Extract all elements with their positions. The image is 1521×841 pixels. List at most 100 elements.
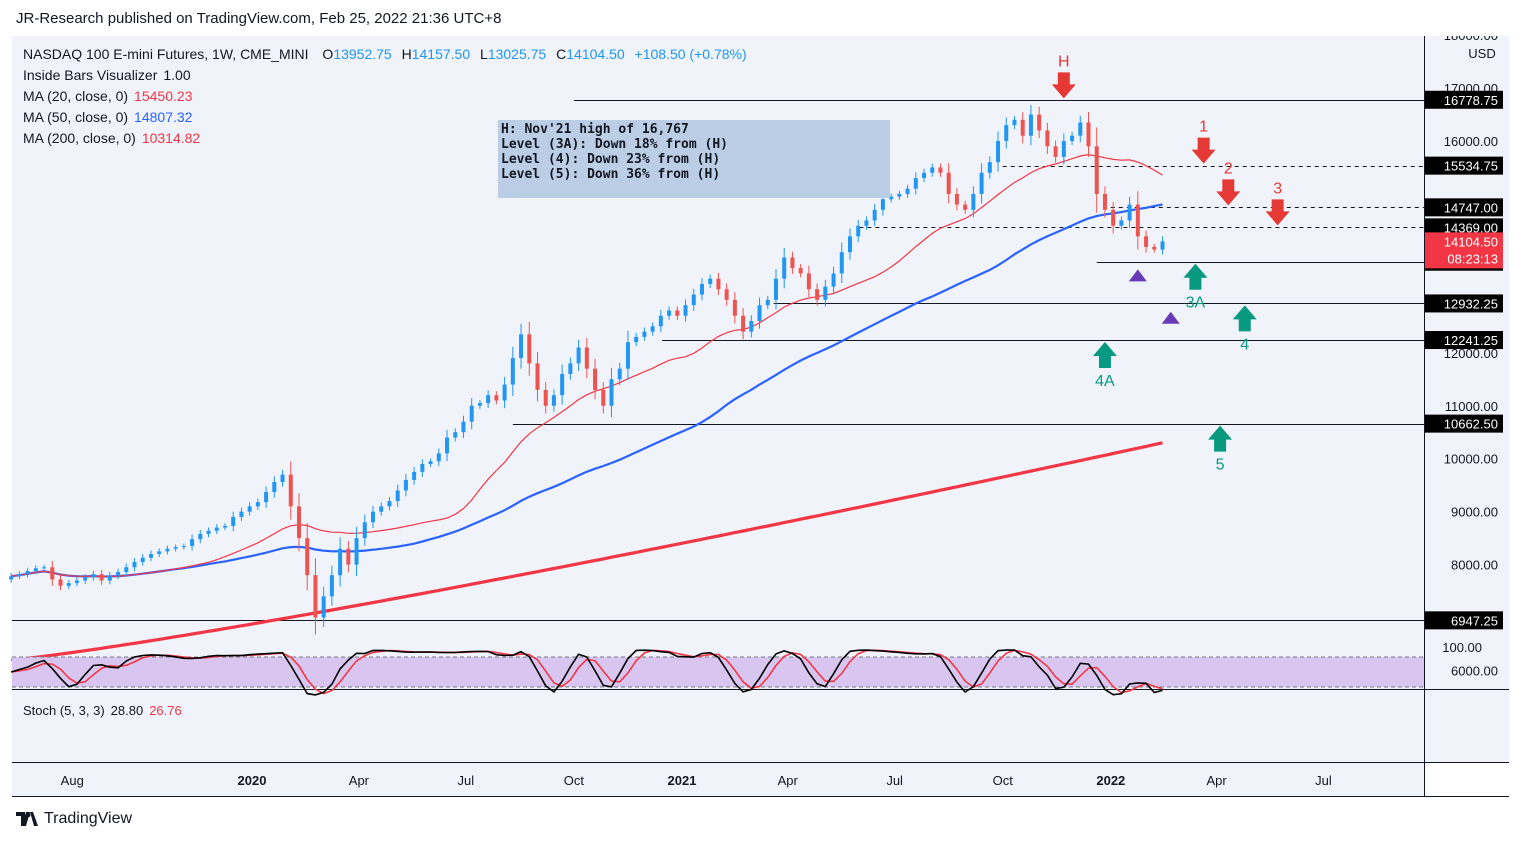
candle-body [1020,119,1025,136]
ma50-line [11,203,1163,578]
candle-body [445,437,450,454]
candle [338,537,343,587]
candle [551,389,556,412]
time-tick: Oct [564,773,585,788]
time-tick: Apr [349,773,370,788]
price-tick: 9000.00 [1451,505,1498,520]
indicator-legend-ma50[interactable]: MA (50, close, 0) 14807.32 [23,109,192,125]
annotation-5: 5 [1208,425,1233,474]
candle-body [856,225,861,237]
candle-body [477,403,482,406]
candle-body [625,342,630,369]
candle-body [206,530,211,534]
candle [74,577,79,587]
candle [420,459,425,477]
stoch-legend[interactable]: Stoch (5, 3, 3) 28.80 26.76 [23,703,182,718]
candle-body [362,522,367,539]
candle [173,544,178,552]
candle [650,322,655,336]
stoch-k-line [10,649,1163,696]
candle [609,367,614,418]
candle [181,543,186,550]
candle-body [987,162,992,173]
ma20-path [11,153,1163,578]
price-tick: 6000.00 [1451,664,1498,679]
change-value: +108.50 (+0.78%) [634,46,747,62]
price-level-tag-text: 16778.75 [1444,93,1498,108]
time-tick: Jul [1315,773,1332,788]
candle [922,168,927,183]
candle-body [708,278,713,284]
candle [757,297,762,329]
candle-body [790,257,795,269]
tradingview-logo[interactable]: TradingView [16,810,132,828]
indicator-legend-ma200[interactable]: MA (200, close, 0) 10314.82 [23,130,200,146]
note-line: Level (4): Down 23% from (H) [501,152,721,167]
candle-body [732,299,737,316]
candle [66,580,71,589]
candle [930,163,935,177]
note-line: Level (5): Down 36% from (H) [501,167,721,182]
stoch-pane[interactable] [12,690,1424,762]
candle [658,309,663,333]
ma20-line [11,153,1163,578]
candle [272,476,277,498]
candle [239,507,244,521]
candle-body [42,567,47,569]
price-level-tag: 6947.25 [1425,611,1503,630]
candle [157,548,162,558]
candle-body [453,432,458,438]
candle [675,306,680,320]
candle [354,526,359,576]
ma50-path [11,203,1163,578]
candle [823,279,828,307]
candle-body [691,294,696,306]
candle [25,567,30,578]
indicator-label: MA (50, close, 0) [23,109,129,125]
candle-body [798,268,803,274]
symbol-title: NASDAQ 100 E-mini Futures, 1W, CME_MINI [23,46,309,62]
candle [683,299,688,322]
candle-body [1111,209,1116,226]
candle [708,274,713,288]
indicator-value: 10314.82 [141,130,201,146]
candle-body [107,575,112,581]
annotation-2: 2 [1216,160,1241,206]
candle-body [1152,246,1157,250]
inside-bar-triangle [1128,269,1147,282]
annotation-3: 3 [1265,180,1290,226]
last-price-bg [1425,232,1503,269]
candle [403,474,408,497]
candle [313,558,318,635]
candle [321,586,326,628]
candle [831,266,836,294]
price-level-tag-bg [1425,294,1503,313]
note-box[interactable]: H: Nov'21 high of 16,767 Level (3A): Dow… [498,120,890,198]
time-tick: Apr [1206,773,1227,788]
indicator-legend-inside-bars[interactable]: Inside Bars Visualizer 1.00 [23,67,191,83]
candle-body [25,570,30,575]
candle-body [412,471,417,480]
publish-info: JR-Research published on TradingView.com… [16,10,502,27]
time-axis[interactable] [12,763,1424,796]
candle [798,264,803,278]
indicator-legend-ma20[interactable]: MA (20, close, 0) 15450.23 [23,88,192,104]
candle-body [1061,141,1066,157]
candle [1028,104,1033,146]
stoch-k-value: 28.80 [110,703,144,718]
price-level-tag-bg [1425,414,1503,433]
candle-body [757,305,762,322]
candle-body [222,525,227,528]
candle [346,541,351,573]
candle-body [1078,122,1083,136]
price-levels [12,100,1424,621]
candle [839,242,844,283]
candle [1160,236,1165,255]
symbol-legend[interactable]: NASDAQ 100 E-mini Futures, 1W, CME_MINI … [23,46,747,62]
time-tick: Apr [778,773,799,788]
candle-body [494,395,499,401]
candle [765,295,770,310]
candle-body [823,286,828,300]
candle [222,523,227,531]
candle [99,569,104,585]
